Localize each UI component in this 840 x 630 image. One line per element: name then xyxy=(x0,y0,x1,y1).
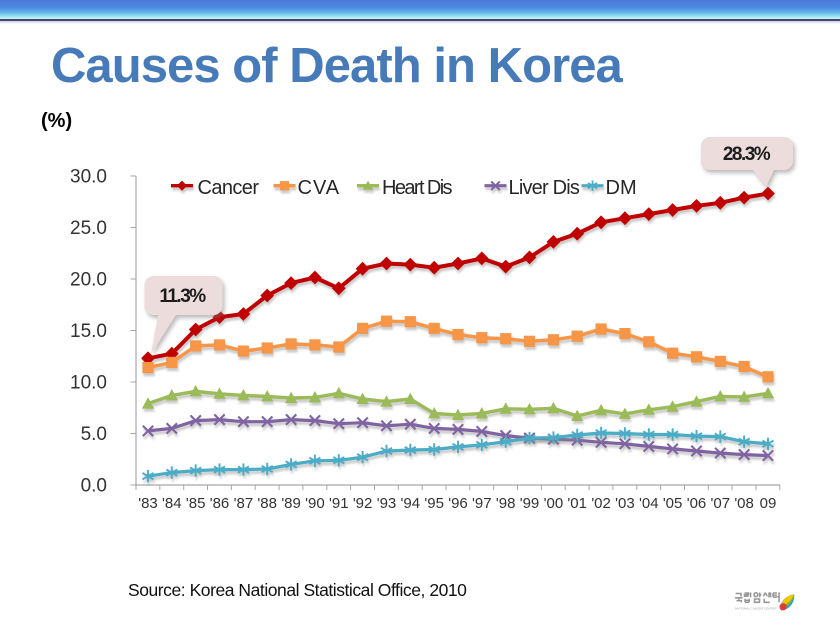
svg-text:'06: '06 xyxy=(687,495,707,512)
svg-text:30.0: 30.0 xyxy=(70,167,107,188)
svg-text:Cancer: Cancer xyxy=(198,177,260,199)
svg-text:'89: '89 xyxy=(281,495,301,512)
svg-text:'98: '98 xyxy=(496,495,516,512)
svg-text:'97: '97 xyxy=(472,495,492,512)
svg-text:Liver Dis: Liver Dis xyxy=(509,177,580,199)
svg-text:'03: '03 xyxy=(615,495,635,512)
svg-text:'95: '95 xyxy=(424,495,444,512)
svg-text:'93: '93 xyxy=(377,495,397,512)
svg-text:'90: '90 xyxy=(305,495,325,512)
svg-text:'87: '87 xyxy=(234,495,254,512)
svg-text:Heart Dis: Heart Dis xyxy=(382,177,453,199)
svg-text:0.0: 0.0 xyxy=(81,476,107,497)
svg-text:20.0: 20.0 xyxy=(70,270,107,291)
svg-text:'08: '08 xyxy=(734,495,754,512)
svg-text:'96: '96 xyxy=(448,495,468,512)
svg-text:10.0: 10.0 xyxy=(70,373,107,394)
svg-text:'05: '05 xyxy=(663,495,683,512)
svg-text:'00: '00 xyxy=(544,495,564,512)
svg-text:'92: '92 xyxy=(353,495,373,512)
svg-text:'88: '88 xyxy=(257,495,277,512)
svg-text:'94: '94 xyxy=(401,495,421,512)
svg-text:'86: '86 xyxy=(210,495,230,512)
svg-text:'91: '91 xyxy=(329,495,349,512)
svg-text:'99: '99 xyxy=(520,495,540,512)
svg-text:5.0: 5.0 xyxy=(81,424,107,445)
svg-text:09: 09 xyxy=(760,495,777,512)
svg-text:11.3%: 11.3% xyxy=(159,286,206,307)
svg-text:'04: '04 xyxy=(639,495,659,512)
svg-text:'84: '84 xyxy=(162,495,182,512)
svg-text:DM: DM xyxy=(606,177,637,199)
svg-text:25.0: 25.0 xyxy=(70,218,107,239)
svg-text:'07: '07 xyxy=(711,495,731,512)
svg-text:'83: '83 xyxy=(138,495,158,512)
svg-text:'02: '02 xyxy=(591,495,611,512)
svg-text:28.3%: 28.3% xyxy=(723,144,771,165)
svg-text:CVA: CVA xyxy=(298,177,341,199)
svg-text:NATIONAL CANCER CENTER: NATIONAL CANCER CENTER xyxy=(735,606,777,610)
svg-text:'85: '85 xyxy=(186,495,206,512)
svg-text:'01: '01 xyxy=(567,495,587,512)
svg-text:15.0: 15.0 xyxy=(70,321,107,342)
